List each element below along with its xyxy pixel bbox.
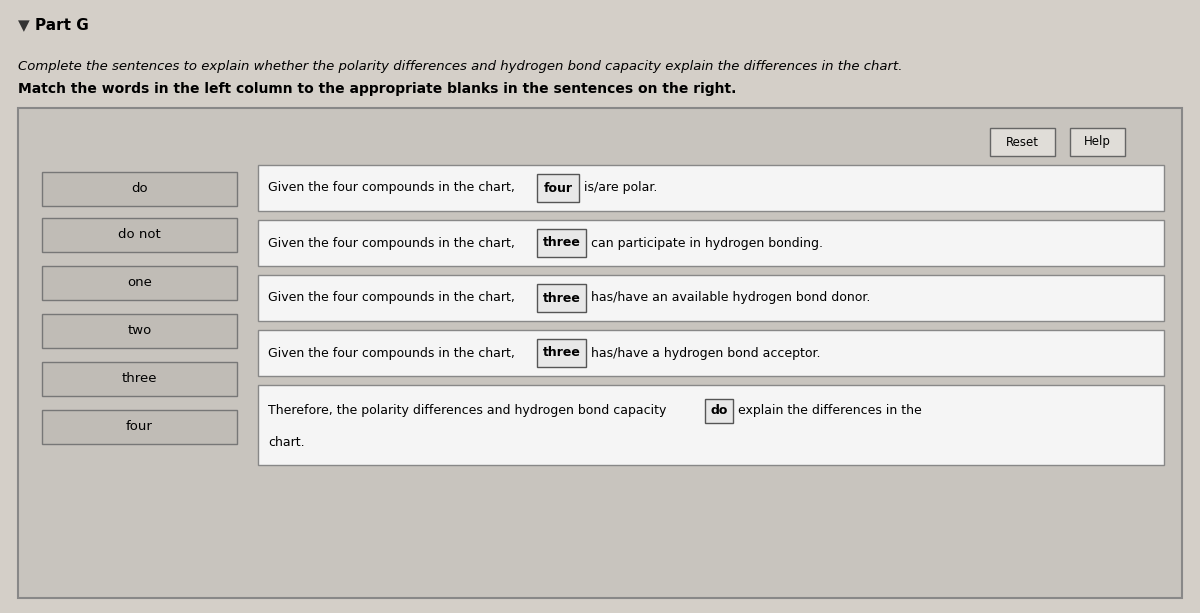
FancyBboxPatch shape [1070, 128, 1126, 156]
Text: Given the four compounds in the chart,: Given the four compounds in the chart, [268, 237, 515, 249]
FancyBboxPatch shape [42, 172, 238, 206]
Text: do: do [131, 183, 148, 196]
Text: ▼: ▼ [18, 18, 30, 33]
Text: Help: Help [1084, 135, 1111, 148]
Text: Given the four compounds in the chart,: Given the four compounds in the chart, [268, 292, 515, 305]
Text: Given the four compounds in the chart,: Given the four compounds in the chart, [268, 346, 515, 359]
FancyBboxPatch shape [42, 314, 238, 348]
FancyBboxPatch shape [258, 275, 1164, 321]
Text: explain the differences in the: explain the differences in the [738, 404, 922, 417]
Text: Therefore, the polarity differences and hydrogen bond capacity: Therefore, the polarity differences and … [268, 404, 666, 417]
Text: Given the four compounds in the chart,: Given the four compounds in the chart, [268, 181, 515, 194]
Text: Reset: Reset [1006, 135, 1039, 148]
Text: three: three [121, 373, 157, 386]
Text: one: one [127, 276, 152, 289]
FancyBboxPatch shape [538, 173, 580, 202]
FancyBboxPatch shape [538, 284, 586, 312]
Text: do: do [710, 404, 727, 417]
FancyBboxPatch shape [538, 229, 586, 257]
Text: chart.: chart. [268, 436, 305, 449]
Text: Part G: Part G [35, 18, 89, 33]
Text: do not: do not [118, 229, 161, 242]
FancyBboxPatch shape [706, 398, 733, 422]
Text: Complete the sentences to explain whether the polarity differences and hydrogen : Complete the sentences to explain whethe… [18, 60, 902, 73]
Text: has/have an available hydrogen bond donor.: has/have an available hydrogen bond dono… [592, 292, 870, 305]
FancyBboxPatch shape [18, 108, 1182, 598]
FancyBboxPatch shape [258, 220, 1164, 266]
Text: has/have a hydrogen bond acceptor.: has/have a hydrogen bond acceptor. [592, 346, 821, 359]
FancyBboxPatch shape [258, 385, 1164, 465]
FancyBboxPatch shape [258, 330, 1164, 376]
Text: four: four [126, 421, 152, 433]
Text: Match the words in the left column to the appropriate blanks in the sentences on: Match the words in the left column to th… [18, 82, 737, 96]
FancyBboxPatch shape [990, 128, 1055, 156]
FancyBboxPatch shape [538, 339, 586, 367]
Text: is/are polar.: is/are polar. [584, 181, 658, 194]
FancyBboxPatch shape [258, 165, 1164, 211]
FancyBboxPatch shape [42, 410, 238, 444]
Text: can participate in hydrogen bonding.: can participate in hydrogen bonding. [592, 237, 823, 249]
Text: two: two [127, 324, 151, 338]
Text: four: four [544, 181, 572, 194]
Text: three: three [542, 346, 581, 359]
FancyBboxPatch shape [42, 218, 238, 252]
FancyBboxPatch shape [42, 266, 238, 300]
Text: three: three [542, 237, 581, 249]
Text: three: three [542, 292, 581, 305]
FancyBboxPatch shape [42, 362, 238, 396]
